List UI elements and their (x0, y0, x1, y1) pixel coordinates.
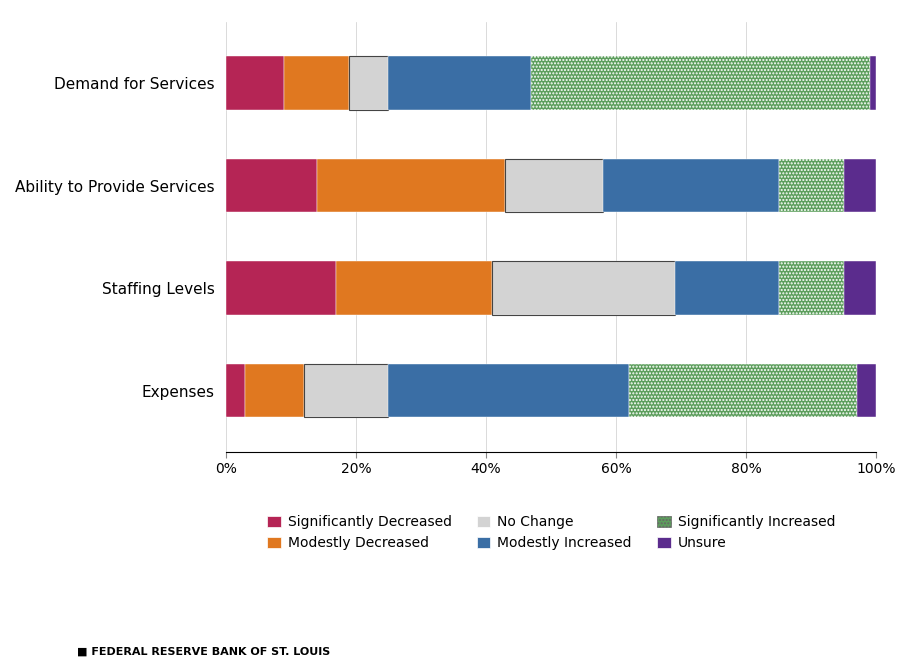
Bar (336, 261, 493, 315)
Bar (303, 364, 388, 417)
Bar (844, 159, 876, 212)
Bar (349, 56, 388, 110)
Bar (844, 261, 876, 315)
Bar (388, 364, 630, 417)
Bar (226, 159, 317, 212)
Bar (388, 56, 531, 110)
Bar (284, 56, 349, 110)
Bar (531, 56, 870, 110)
Bar (493, 261, 674, 315)
Bar (603, 159, 779, 212)
Bar (506, 159, 603, 212)
Bar (226, 261, 336, 315)
Bar (226, 56, 284, 110)
Bar (779, 159, 844, 212)
Bar (226, 364, 245, 417)
Bar (630, 364, 856, 417)
Bar (779, 261, 844, 315)
Bar (245, 364, 303, 417)
Bar (317, 159, 506, 212)
Bar (870, 56, 876, 110)
Text: ■ FEDERAL RESERVE BANK OF ST. LOUIS: ■ FEDERAL RESERVE BANK OF ST. LOUIS (77, 646, 331, 656)
Bar (856, 364, 876, 417)
Bar (506, 159, 603, 212)
Bar (493, 261, 674, 315)
Bar (303, 364, 388, 417)
Bar (674, 261, 779, 315)
Bar (349, 56, 388, 110)
Legend: Significantly Decreased, Modestly Decreased, No Change, Modestly Increased, Sign: Significantly Decreased, Modestly Decrea… (267, 515, 835, 550)
